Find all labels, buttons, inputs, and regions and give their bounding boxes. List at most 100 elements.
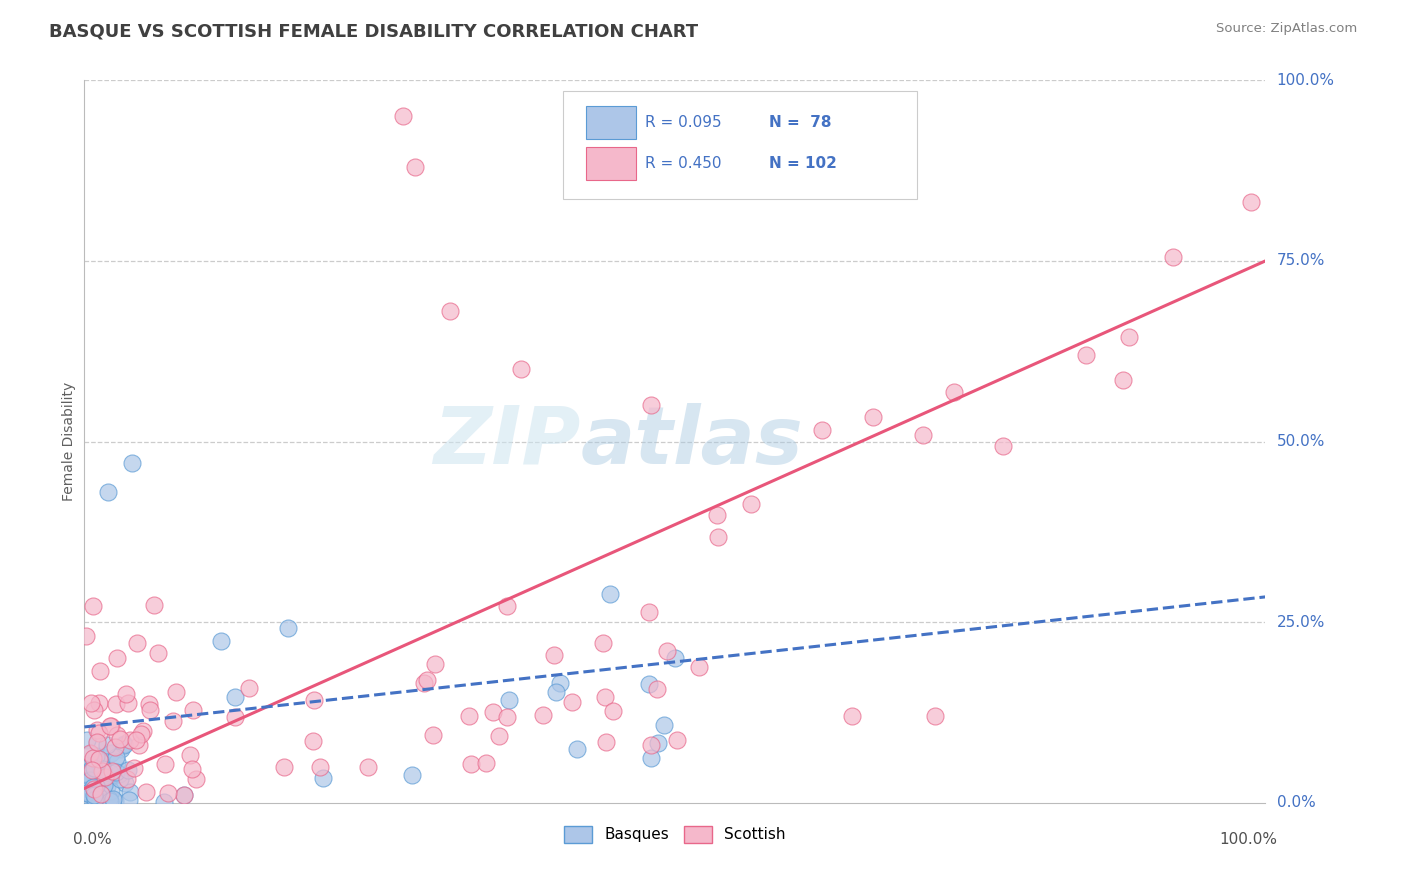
Point xyxy=(82,780,104,794)
Point xyxy=(94,770,117,784)
Text: R = 0.095: R = 0.095 xyxy=(645,115,721,129)
Point xyxy=(128,738,150,752)
Text: 100.0%: 100.0% xyxy=(1277,73,1334,87)
Point xyxy=(139,703,162,717)
Point xyxy=(93,775,115,789)
Point xyxy=(114,776,136,790)
Point xyxy=(108,767,131,781)
Point xyxy=(82,751,104,765)
Point xyxy=(90,755,112,769)
Point xyxy=(105,650,128,665)
Point xyxy=(86,736,108,750)
FancyBboxPatch shape xyxy=(586,105,636,139)
Point xyxy=(84,748,107,763)
Text: R = 0.450: R = 0.450 xyxy=(645,156,721,171)
Point xyxy=(83,761,105,775)
Point xyxy=(115,772,138,787)
Point xyxy=(401,768,423,782)
Point xyxy=(138,698,160,712)
Point xyxy=(79,785,101,799)
Point xyxy=(561,695,583,709)
Text: 0.0%: 0.0% xyxy=(1277,796,1315,810)
Point xyxy=(273,760,295,774)
Text: 50.0%: 50.0% xyxy=(1277,434,1324,449)
Point xyxy=(142,598,165,612)
Point xyxy=(86,780,108,795)
Point xyxy=(104,740,127,755)
Point xyxy=(593,690,616,704)
Point xyxy=(312,771,335,785)
Text: BASQUE VS SCOTTISH FEMALE DISABILITY CORRELATION CHART: BASQUE VS SCOTTISH FEMALE DISABILITY COR… xyxy=(49,22,699,40)
Point xyxy=(86,735,108,749)
Text: 100.0%: 100.0% xyxy=(1219,831,1277,847)
Point xyxy=(89,789,111,804)
Point xyxy=(83,703,105,717)
Point xyxy=(118,793,141,807)
Point xyxy=(841,709,863,723)
Point xyxy=(706,508,728,522)
Point xyxy=(146,646,169,660)
Point xyxy=(112,738,135,752)
Point xyxy=(112,737,135,751)
Point xyxy=(86,773,108,788)
Point xyxy=(93,778,115,792)
Point xyxy=(89,664,111,678)
Point xyxy=(76,732,98,747)
Point xyxy=(181,703,204,717)
Point xyxy=(75,765,97,780)
Point xyxy=(100,719,122,733)
Point xyxy=(98,765,121,780)
Point xyxy=(173,788,195,802)
Point xyxy=(156,786,179,800)
Point xyxy=(911,428,934,442)
Point xyxy=(496,599,519,613)
Point xyxy=(664,651,686,665)
Point xyxy=(224,710,246,724)
Point xyxy=(115,687,138,701)
Point xyxy=(104,765,127,780)
Point xyxy=(565,742,588,756)
Point xyxy=(98,791,121,805)
Point xyxy=(86,775,108,789)
Point xyxy=(101,792,124,806)
Point xyxy=(993,439,1015,453)
Point xyxy=(98,794,121,808)
Point xyxy=(87,725,110,739)
Point xyxy=(83,788,105,802)
Point xyxy=(1118,330,1140,344)
Text: 75.0%: 75.0% xyxy=(1277,253,1324,268)
Point xyxy=(655,643,678,657)
Text: N = 102: N = 102 xyxy=(769,156,837,171)
Point xyxy=(105,755,128,769)
Point xyxy=(425,657,447,672)
Point xyxy=(83,792,105,806)
Point xyxy=(97,485,120,500)
Point xyxy=(107,728,129,742)
Point xyxy=(413,676,436,690)
Point xyxy=(546,685,568,699)
Point xyxy=(75,629,97,643)
Point xyxy=(707,530,730,544)
Point xyxy=(108,772,131,786)
Point xyxy=(76,786,98,800)
Point xyxy=(599,587,621,601)
Point xyxy=(127,636,149,650)
Point xyxy=(416,673,439,687)
Point xyxy=(84,774,107,789)
Point xyxy=(104,794,127,808)
Point xyxy=(82,791,104,805)
Point xyxy=(90,749,112,764)
Point xyxy=(688,659,710,673)
Point xyxy=(392,110,415,124)
Point xyxy=(84,779,107,793)
Point xyxy=(83,788,105,802)
Text: N =  78: N = 78 xyxy=(769,115,832,129)
Text: 25.0%: 25.0% xyxy=(1277,615,1324,630)
Point xyxy=(1240,194,1263,209)
Point xyxy=(101,764,124,778)
Point xyxy=(86,786,108,800)
Point xyxy=(640,398,662,412)
Point xyxy=(943,384,966,399)
FancyBboxPatch shape xyxy=(562,91,917,200)
Point xyxy=(80,764,103,778)
